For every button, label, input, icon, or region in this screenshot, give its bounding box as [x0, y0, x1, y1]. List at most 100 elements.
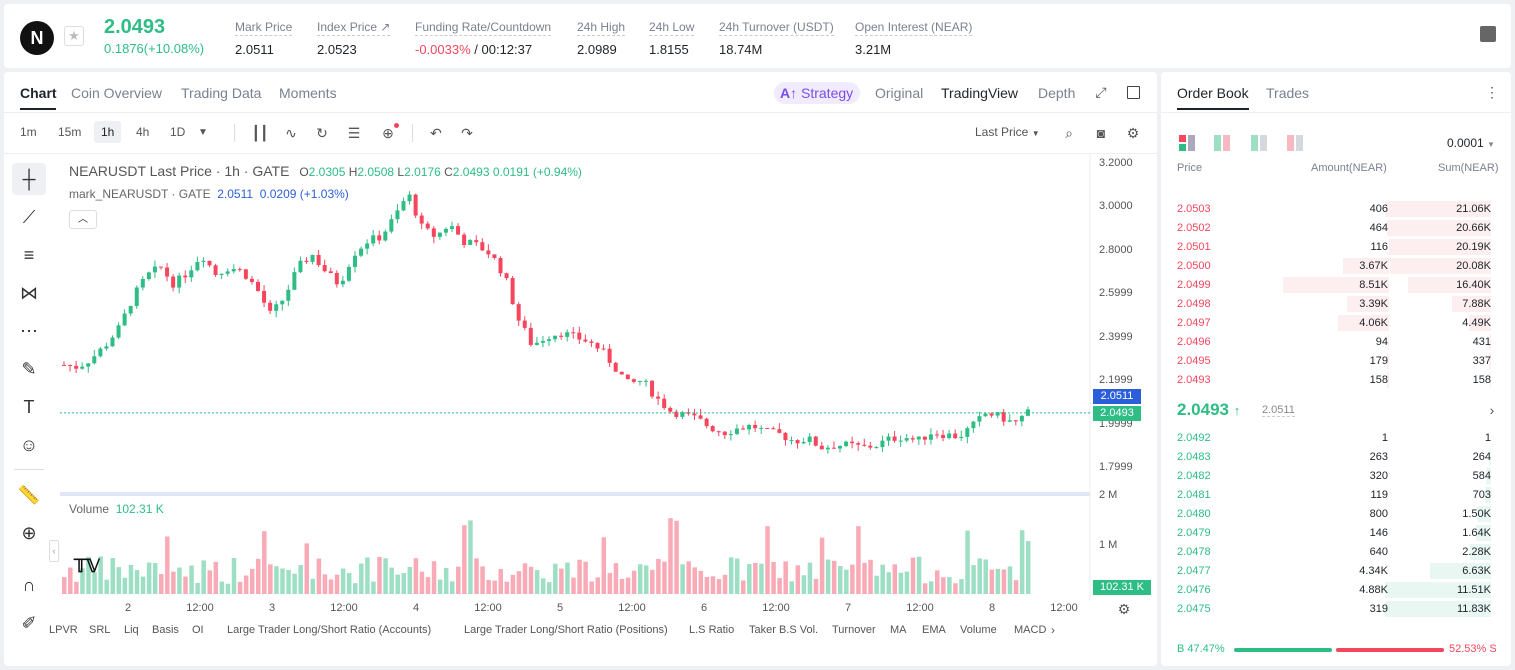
- ask-row[interactable]: 2.0501 116 20.19K: [1177, 238, 1503, 256]
- indicator-item[interactable]: SRL: [89, 624, 111, 636]
- bid-row[interactable]: 2.0475 319 11.83K: [1177, 600, 1503, 618]
- bid-row[interactable]: 2.0479 146 1.64K: [1177, 524, 1503, 542]
- candle-body: [62, 364, 66, 366]
- undo-icon[interactable]: ↶: [430, 124, 442, 141]
- bid-row[interactable]: 2.0482 320 584: [1177, 467, 1503, 485]
- brush-icon[interactable]: ✎: [21, 358, 37, 379]
- bid-row[interactable]: 2.0492 1 1: [1177, 429, 1503, 447]
- indicator-icon[interactable]: ∿: [285, 124, 297, 141]
- trendline-icon[interactable]: ⟋: [22, 206, 36, 227]
- template-icon[interactable]: ☰: [347, 124, 361, 141]
- layout-both-icon[interactable]: [1179, 135, 1195, 151]
- indicator-item[interactable]: Liq: [124, 624, 139, 636]
- layout-asks-icon[interactable]: [1287, 135, 1303, 151]
- price-chart[interactable]: [60, 154, 1158, 600]
- indicator-item[interactable]: Taker B.S Vol.: [749, 624, 819, 636]
- collapse-toolbar-handle[interactable]: ‹: [49, 540, 59, 562]
- text-icon[interactable]: T: [23, 396, 35, 417]
- layout-split-icon[interactable]: [1214, 135, 1230, 151]
- tab-chart[interactable]: Chart: [20, 85, 57, 101]
- indicator-item[interactable]: MA: [890, 624, 907, 636]
- more-icon[interactable]: ⋮: [1485, 83, 1499, 100]
- ask-row[interactable]: 2.0498 3.39K 7.88K: [1177, 295, 1503, 313]
- indicator-item[interactable]: OI: [192, 624, 204, 636]
- magnet-icon[interactable]: ∩: [22, 574, 36, 595]
- tab-moments[interactable]: Moments: [279, 85, 337, 101]
- expand-icon[interactable]: ⤢: [1095, 83, 1107, 100]
- chevron-down-icon[interactable]: ▼: [198, 126, 208, 138]
- bid-row[interactable]: 2.0480 800 1.50K: [1177, 505, 1503, 523]
- indicator-item[interactable]: Volume: [960, 624, 997, 636]
- ask-row[interactable]: 2.0500 3.67K 20.08K: [1177, 257, 1503, 275]
- tf-1h[interactable]: 1h: [94, 121, 122, 143]
- precision-select[interactable]: 0.0001 ▼: [1447, 136, 1495, 150]
- ask-row[interactable]: 2.0495 179 337: [1177, 352, 1503, 370]
- book-icon[interactable]: [1480, 26, 1496, 42]
- layout-bids-icon[interactable]: [1251, 135, 1267, 151]
- indicator-item[interactable]: Basis: [152, 624, 179, 636]
- bid-row[interactable]: 2.0483 263 264: [1177, 448, 1503, 466]
- projection-icon[interactable]: ⋯: [20, 320, 38, 341]
- ask-row[interactable]: 2.0497 4.06K 4.49K: [1177, 314, 1503, 332]
- tf-1d[interactable]: 1D: [170, 125, 186, 139]
- bid-row[interactable]: 2.0477 4.34K 6.63K: [1177, 562, 1503, 580]
- volume-bar: [474, 558, 479, 594]
- ask-row[interactable]: 2.0503 406 21.06K: [1177, 200, 1503, 218]
- redo-icon[interactable]: ↷: [461, 124, 473, 141]
- view-tradingview[interactable]: TradingView: [941, 85, 1019, 101]
- strategy-button[interactable]: A↑ Strategy: [774, 82, 860, 104]
- volume-bar: [377, 556, 382, 594]
- pattern-icon[interactable]: ⋈: [20, 282, 38, 303]
- tf-4h[interactable]: 4h: [136, 125, 150, 139]
- tf-1m[interactable]: 1m: [20, 125, 37, 139]
- indicator-item[interactable]: EMA: [922, 624, 946, 636]
- chevron-right-icon[interactable]: ›: [1051, 623, 1055, 637]
- view-depth[interactable]: Depth: [1038, 85, 1076, 101]
- camera-icon[interactable]: ◙: [1096, 125, 1106, 141]
- price-type-select[interactable]: Last Price ▼: [975, 125, 1040, 139]
- chevron-right-icon[interactable]: ›: [1489, 402, 1495, 418]
- stat-index-price[interactable]: Index Price ↗ 2.0523: [317, 20, 391, 57]
- volume-bar: [425, 577, 431, 594]
- star-icon[interactable]: ★: [64, 26, 84, 46]
- gear-icon[interactable]: ⚙: [1126, 124, 1140, 141]
- collapse-legend-button[interactable]: ︿: [69, 210, 97, 229]
- ask-row[interactable]: 2.0496 94 431: [1177, 333, 1503, 351]
- ask-row[interactable]: 2.0499 8.51K 16.40K: [1177, 276, 1503, 294]
- indicator-item[interactable]: Large Trader Long/Short Ratio (Positions…: [464, 624, 668, 636]
- indicator-item[interactable]: Turnover: [832, 624, 876, 636]
- indicator-item[interactable]: MACD: [1014, 624, 1047, 636]
- ask-row[interactable]: 2.0493 158 158: [1177, 371, 1503, 389]
- candles-icon[interactable]: ┃┃: [251, 124, 269, 141]
- volume-bar: [407, 566, 413, 594]
- bid-row[interactable]: 2.0481 119 703: [1177, 486, 1503, 504]
- tab-trades[interactable]: Trades: [1266, 85, 1310, 101]
- ask-row[interactable]: 2.0502 464 20.66K: [1177, 219, 1503, 237]
- bid-row[interactable]: 2.0476 4.88K 11.51K: [1177, 581, 1503, 599]
- candle-body: [825, 447, 830, 450]
- volume-bar: [437, 579, 443, 594]
- crosshair-icon[interactable]: ┼: [12, 163, 46, 195]
- indicator-item[interactable]: LPVR: [49, 624, 78, 636]
- view-original[interactable]: Original: [875, 85, 924, 101]
- zoom-in-icon[interactable]: ⊕: [21, 522, 37, 543]
- emoji-icon[interactable]: ☺: [19, 434, 39, 455]
- refresh-icon[interactable]: ↻: [316, 124, 328, 141]
- window-icon[interactable]: [1127, 86, 1140, 99]
- volume-bar: [625, 577, 631, 594]
- tab-order-book[interactable]: Order Book: [1177, 85, 1249, 101]
- bid-row[interactable]: 2.0478 640 2.28K: [1177, 543, 1503, 561]
- fib-icon[interactable]: ≡: [23, 244, 35, 265]
- search-icon[interactable]: ⌕: [1065, 124, 1073, 141]
- add-indicator-icon[interactable]: ⊕: [379, 123, 399, 141]
- candle-body: [710, 426, 715, 432]
- tab-coin-overview[interactable]: Coin Overview: [71, 85, 163, 101]
- candle-body: [80, 366, 85, 369]
- indicator-item[interactable]: Large Trader Long/Short Ratio (Accounts): [227, 624, 432, 636]
- tab-trading-data[interactable]: Trading Data: [181, 85, 262, 101]
- indicator-item[interactable]: L.S Ratio: [689, 624, 735, 636]
- tf-15m[interactable]: 15m: [58, 125, 82, 139]
- pencil-lock-icon[interactable]: ✐: [21, 612, 37, 633]
- ruler-icon[interactable]: 📏: [17, 484, 41, 505]
- settings-gear-icon[interactable]: ⚙: [1117, 600, 1131, 617]
